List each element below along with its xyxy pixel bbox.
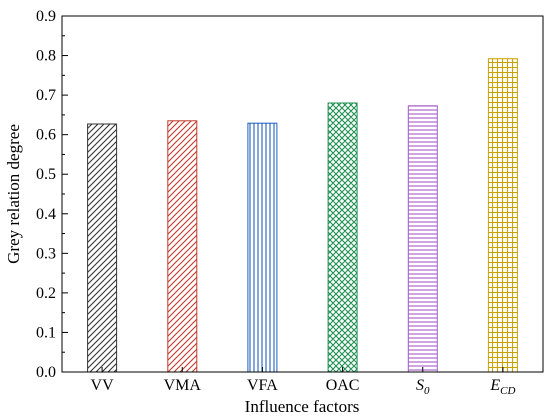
y-tick-label: 0.2 — [36, 285, 56, 302]
plot-frame — [61, 15, 544, 373]
bar-vfa — [247, 122, 278, 373]
y-tick-label: 0.4 — [36, 206, 56, 223]
y-tick-label: 0.6 — [36, 127, 56, 144]
x-tick-label: S0 — [416, 377, 430, 397]
y-tick-label: 0.5 — [36, 166, 56, 183]
x-tick-label: ECD — [489, 377, 515, 397]
y-tick-label: 0.9 — [36, 8, 56, 25]
bar-vv — [87, 123, 118, 373]
x-tick-label: VFA — [247, 377, 278, 394]
y-tick-label: 0.7 — [36, 87, 56, 104]
y-tick-label: 0.1 — [36, 324, 56, 341]
bar-vma — [167, 120, 198, 373]
y-tick-label: 0.3 — [36, 245, 56, 262]
x-tick-label: VV — [91, 377, 115, 394]
y-axis-title: Grey relation degree — [4, 124, 23, 264]
y-tick-label: 0.8 — [36, 48, 56, 65]
x-tick-label: VMA — [164, 377, 202, 394]
x-tick-label: OAC — [326, 377, 360, 394]
bar-s0 — [407, 105, 438, 373]
bar-ecd — [487, 58, 518, 373]
x-axis-title: Influence factors — [245, 397, 360, 416]
y-tick-label: 0.0 — [36, 364, 56, 381]
bar-oac — [327, 102, 358, 373]
